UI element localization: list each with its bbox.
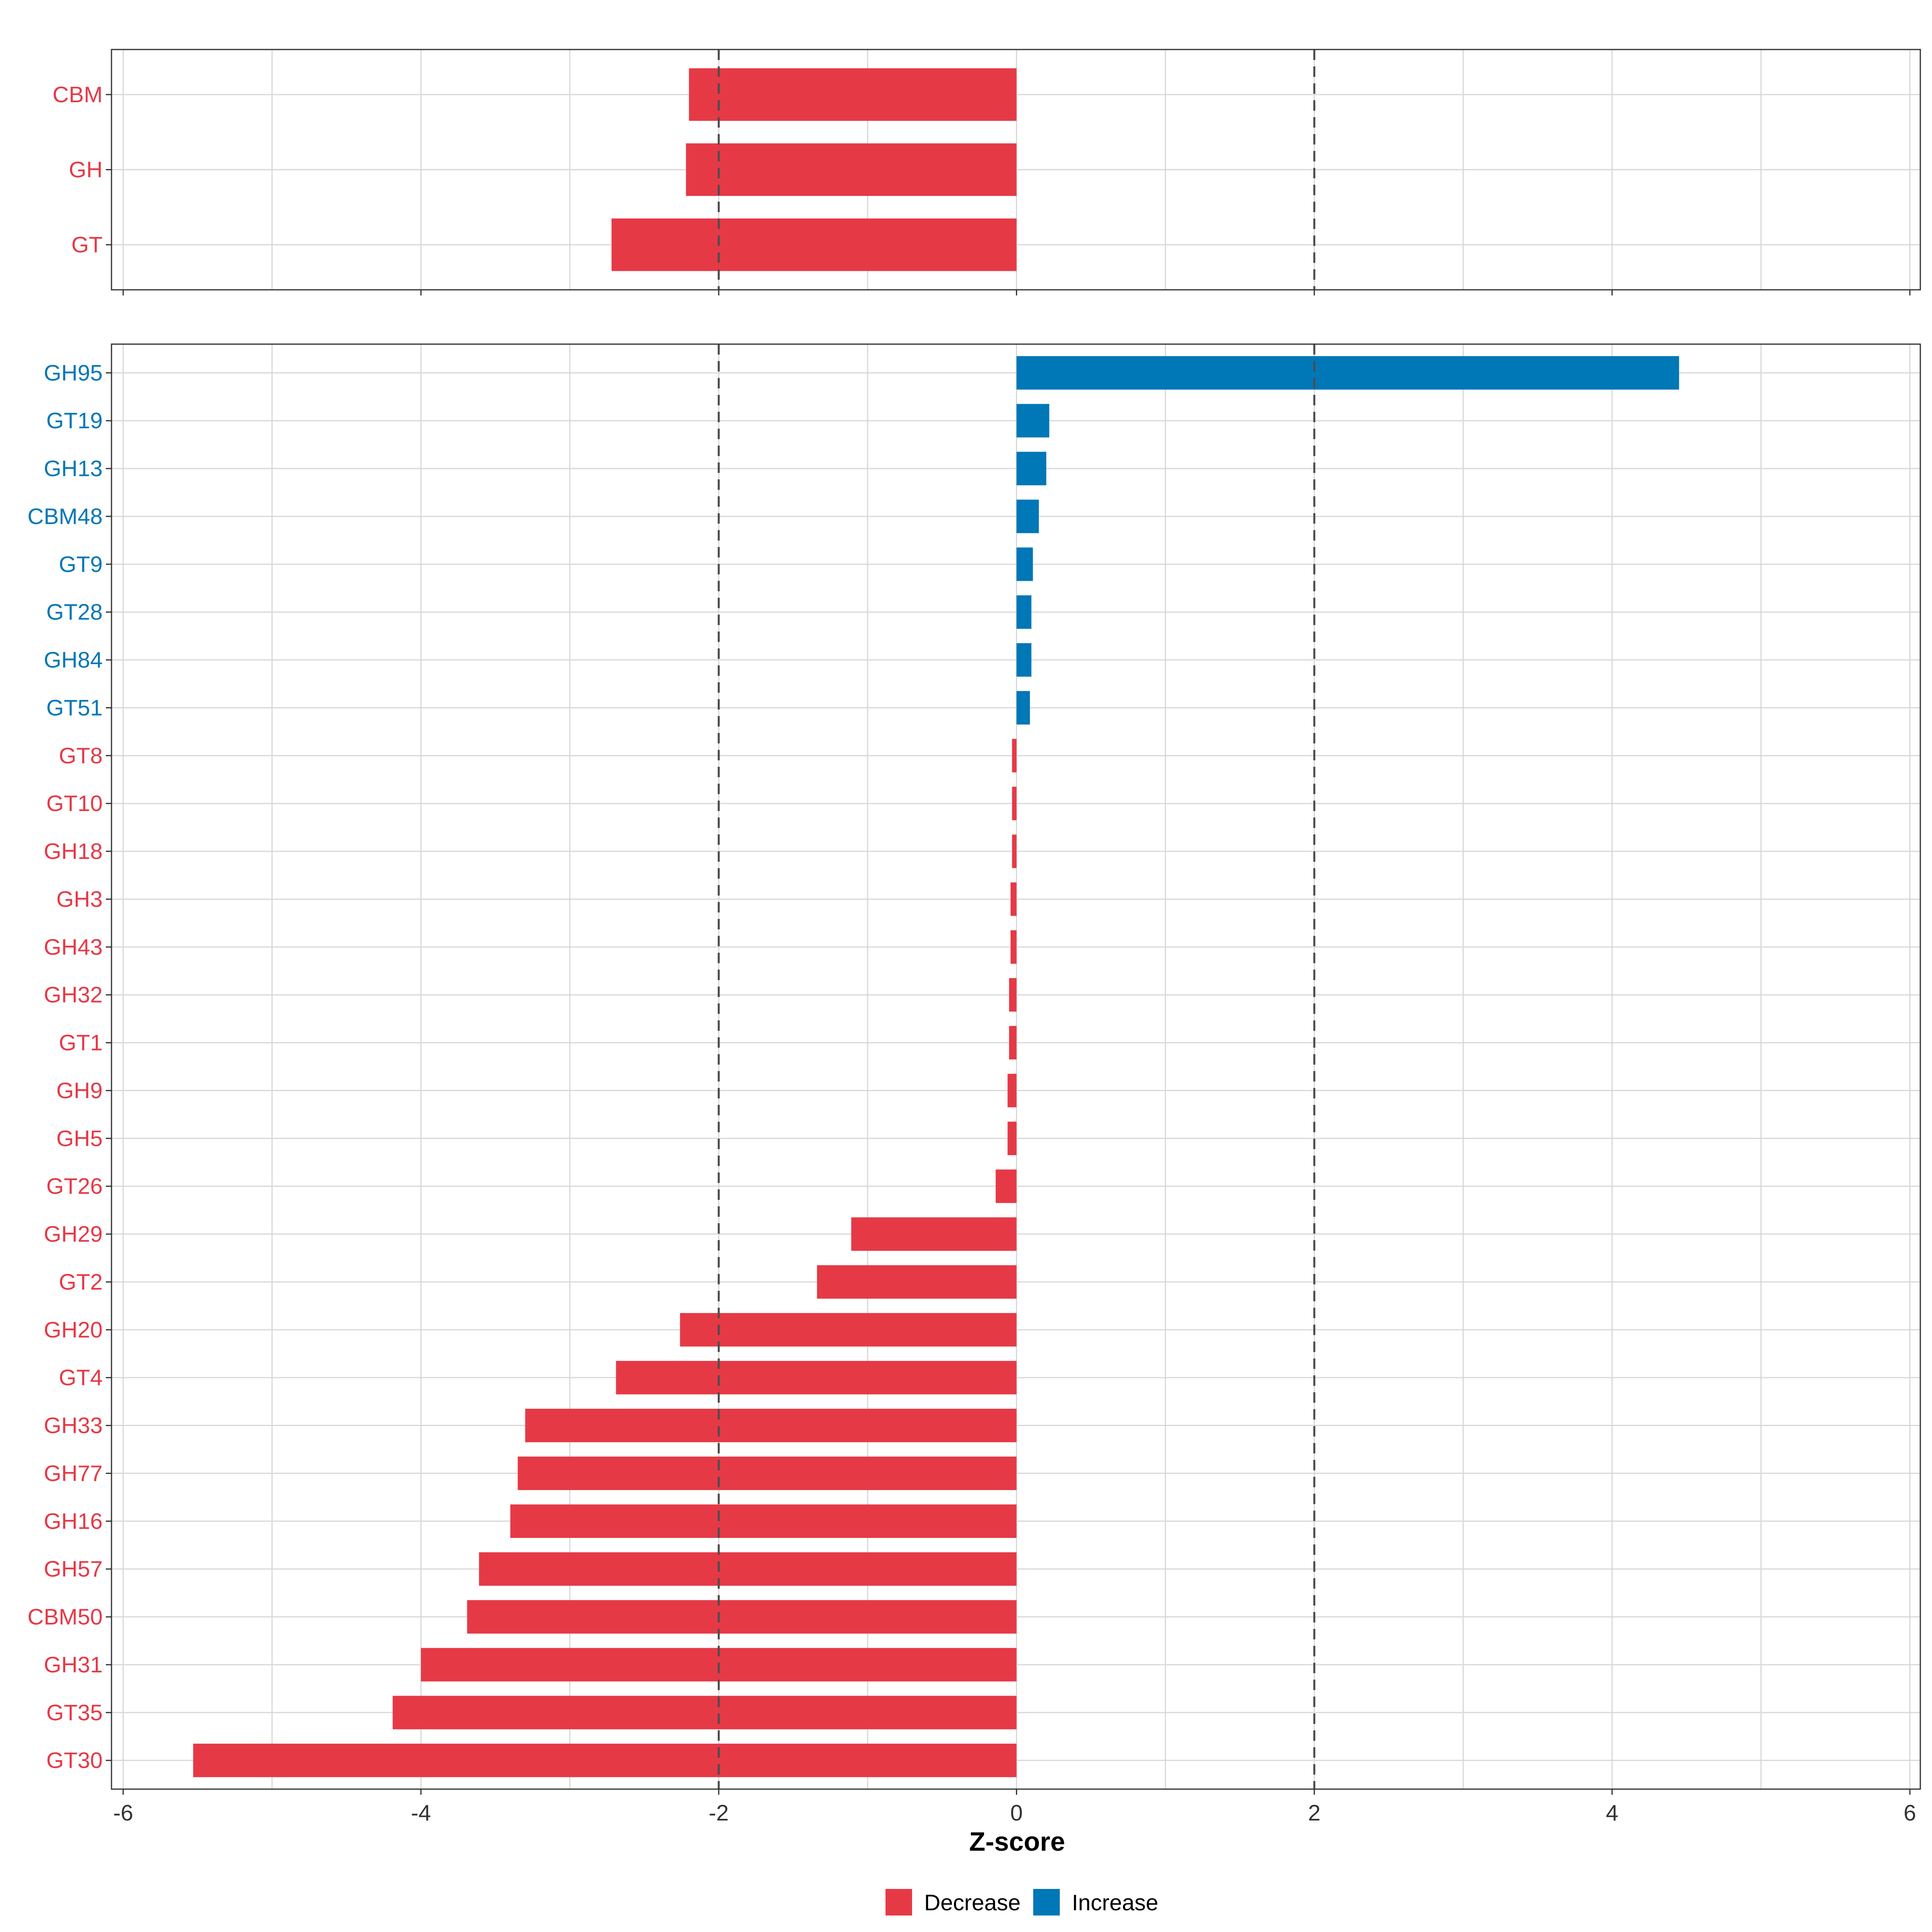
x-tick-label: 0 — [1010, 1800, 1023, 1825]
bar-gt8 — [1012, 739, 1017, 772]
x-tick-label: 2 — [1308, 1800, 1321, 1825]
bar-gt19 — [1016, 404, 1049, 438]
legend-decrease-key — [886, 1889, 912, 1915]
category-label-gh3: GH3 — [56, 886, 103, 912]
category-label-gt8: GT8 — [59, 743, 103, 768]
bar-cbm50 — [467, 1600, 1017, 1634]
bar-gh84 — [1016, 643, 1032, 677]
bar-gh18 — [1012, 834, 1017, 868]
category-label-cbm50: CBM50 — [27, 1604, 103, 1629]
category-label-gh9: GH9 — [56, 1077, 103, 1103]
bar-gh20 — [680, 1313, 1017, 1347]
bar-gt9 — [1016, 547, 1033, 581]
bar-cbm — [689, 68, 1017, 121]
category-label-gh29: GH29 — [44, 1221, 103, 1247]
category-label-cbm: CBM — [53, 82, 103, 107]
bar-gh32 — [1009, 978, 1017, 1012]
category-label-gt35: GT35 — [46, 1700, 103, 1725]
category-label-gh16: GH16 — [44, 1508, 103, 1534]
category-label-gh18: GH18 — [44, 838, 103, 864]
category-label-gt1: GT1 — [59, 1030, 103, 1055]
category-label-gt: GT — [71, 232, 103, 257]
category-label-gh31: GH31 — [44, 1652, 103, 1677]
bar-gh5 — [1007, 1121, 1017, 1155]
category-label-gt2: GT2 — [59, 1269, 103, 1294]
bar-gh43 — [1010, 930, 1017, 964]
category-label-gh5: GH5 — [56, 1125, 103, 1151]
bar-gh3 — [1010, 882, 1017, 916]
bar-gt28 — [1016, 595, 1032, 629]
bar-gt1 — [1009, 1026, 1017, 1060]
category-label-gh13: GH13 — [44, 456, 103, 481]
bar-gt — [611, 218, 1017, 271]
category-label-gt51: GT51 — [46, 695, 103, 720]
legend-increase-key — [1033, 1889, 1060, 1915]
legend-decrease-label: Decrease — [924, 1890, 1021, 1915]
bar-gt51 — [1016, 691, 1030, 725]
x-tick-label: -6 — [113, 1800, 133, 1825]
category-label-gt19: GT19 — [46, 408, 103, 433]
bar-gh57 — [479, 1552, 1017, 1586]
category-label-gh32: GH32 — [44, 982, 103, 1007]
category-label-gt30: GT30 — [46, 1748, 103, 1773]
x-axis-title: Z-score — [969, 1827, 1065, 1856]
bar-gh — [686, 143, 1017, 196]
category-label-cbm48: CBM48 — [27, 504, 103, 529]
category-label-gh33: GH33 — [44, 1413, 103, 1438]
category-label-gt26: GT26 — [46, 1173, 103, 1199]
bar-gh33 — [525, 1408, 1017, 1443]
category-label-gh: GH — [69, 157, 103, 182]
category-label-gh95: GH95 — [44, 360, 103, 385]
category-label-gh84: GH84 — [44, 647, 103, 673]
bar-gt26 — [995, 1169, 1017, 1203]
bar-gh77 — [518, 1456, 1017, 1490]
bar-gh95 — [1016, 356, 1679, 390]
category-label-gh20: GH20 — [44, 1317, 103, 1342]
category-label-gh57: GH57 — [44, 1556, 103, 1581]
top-panel: CBM GH GT — [53, 49, 1921, 295]
bar-cbm48 — [1016, 500, 1039, 533]
category-label-gh43: GH43 — [44, 934, 103, 960]
bar-gh29 — [851, 1217, 1017, 1251]
legend: Decrease Increase — [886, 1889, 1158, 1915]
bottom-panel: GH95GT19GH13CBM48GT9GT28GH84GT51GT8GT10G… — [27, 343, 1921, 1825]
bar-gt10 — [1012, 786, 1017, 820]
category-label-gt4: GT4 — [59, 1365, 103, 1390]
bar-gh16 — [510, 1504, 1017, 1538]
x-tick-label: 4 — [1606, 1800, 1618, 1825]
bar-gt2 — [817, 1265, 1017, 1299]
x-tick-label: -4 — [411, 1800, 431, 1825]
x-tick-label: -2 — [709, 1800, 729, 1825]
legend-increase-label: Increase — [1072, 1890, 1158, 1915]
bar-gt4 — [616, 1361, 1017, 1395]
bar-gh13 — [1016, 452, 1046, 485]
category-label-gt9: GT9 — [59, 551, 103, 577]
bar-gh9 — [1007, 1073, 1017, 1108]
category-label-gt10: GT10 — [46, 791, 103, 816]
category-label-gt28: GT28 — [46, 599, 103, 625]
bar-gt30 — [193, 1744, 1017, 1777]
category-label-gh77: GH77 — [44, 1460, 103, 1486]
x-tick-label: 6 — [1903, 1800, 1916, 1825]
bar-gt35 — [392, 1696, 1017, 1730]
